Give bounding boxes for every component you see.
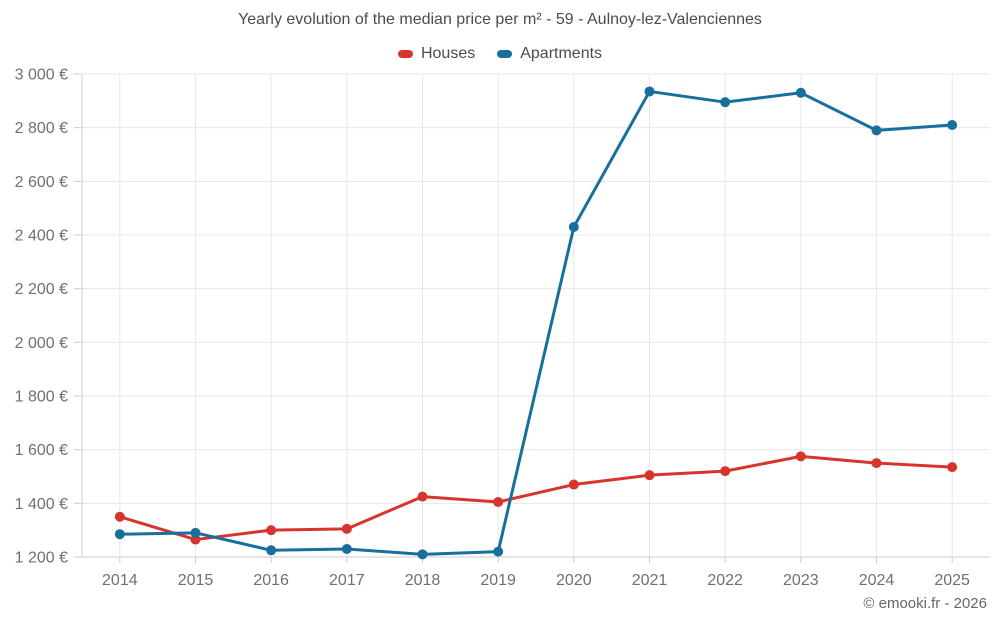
- houses-legend-swatch: [397, 50, 413, 58]
- x-axis-tick-label: 2021: [632, 572, 668, 589]
- houses-point-2017[interactable]: [341, 523, 352, 534]
- y-axis-tick-label: 2 400 €: [15, 228, 68, 245]
- x-axis-tick-label: 2014: [102, 572, 138, 589]
- houses-point-2021[interactable]: [644, 470, 655, 481]
- houses-point-2016[interactable]: [266, 525, 277, 536]
- y-axis-tick-label: 2 000 €: [15, 335, 68, 352]
- x-axis-tick-label: 2015: [178, 572, 214, 589]
- apartments-point-2020[interactable]: [568, 221, 579, 232]
- houses-point-2014[interactable]: [114, 511, 125, 522]
- legend: Houses Apartments: [0, 45, 1000, 63]
- y-axis-tick-label: 2 200 €: [15, 281, 68, 298]
- x-axis-tick-label: 2017: [329, 572, 365, 589]
- houses-point-2020[interactable]: [568, 479, 579, 490]
- apartments-point-2018[interactable]: [417, 549, 428, 560]
- houses-point-2018[interactable]: [417, 491, 428, 502]
- houses-point-2024[interactable]: [871, 458, 882, 469]
- x-axis-tick-label: 2023: [783, 572, 819, 589]
- y-axis-tick-label: 1 800 €: [15, 389, 68, 406]
- houses-point-2023[interactable]: [795, 451, 806, 462]
- apartments-point-2017[interactable]: [341, 543, 352, 554]
- apartments-legend-swatch: [497, 50, 513, 58]
- apartments-point-2014[interactable]: [114, 529, 125, 540]
- x-axis-tick-label: 2020: [556, 572, 592, 589]
- apartments-point-2015[interactable]: [190, 527, 201, 538]
- y-axis-tick-label: 2 800 €: [15, 120, 68, 137]
- legend-item-houses[interactable]: Houses: [397, 45, 476, 63]
- apartments-point-2023[interactable]: [795, 87, 806, 98]
- y-axis-tick-label: 1 200 €: [15, 550, 68, 567]
- y-axis-tick-label: 2 600 €: [15, 174, 68, 191]
- houses-point-2022[interactable]: [720, 466, 731, 477]
- apartments-point-2019[interactable]: [493, 546, 504, 557]
- apartments-legend-label: Apartments: [520, 45, 603, 62]
- apartments-point-2024[interactable]: [871, 125, 882, 136]
- chart-title: Yearly evolution of the median price per…: [238, 11, 762, 28]
- x-axis-tick-label: 2025: [934, 572, 970, 589]
- x-axis-tick-label: 2019: [480, 572, 516, 589]
- apartments-line: [118, 89, 954, 556]
- y-axis-tick-label: 1 600 €: [15, 442, 68, 459]
- x-axis-tick-label: 2024: [859, 572, 895, 589]
- x-axis-tick-label: 2022: [707, 572, 743, 589]
- y-axis-tick-label: 1 400 €: [15, 496, 68, 513]
- apartments-point-2016[interactable]: [266, 545, 277, 556]
- houses-point-2025[interactable]: [947, 462, 958, 473]
- apartments-point-2022[interactable]: [720, 97, 731, 108]
- apartments-point-2021[interactable]: [644, 86, 655, 97]
- x-axis-tick-label: 2018: [405, 572, 441, 589]
- houses-point-2019[interactable]: [493, 496, 504, 507]
- x-axis-tick-label: 2016: [253, 572, 289, 589]
- houses-line: [118, 454, 954, 542]
- y-axis-tick-label: 3 000 €: [15, 67, 68, 84]
- apartments-point-2025[interactable]: [947, 119, 958, 130]
- houses-legend-label: Houses: [420, 45, 476, 62]
- copyright: © emooki.fr - 2026: [863, 595, 987, 612]
- legend-item-apartments[interactable]: Apartments: [497, 45, 602, 63]
